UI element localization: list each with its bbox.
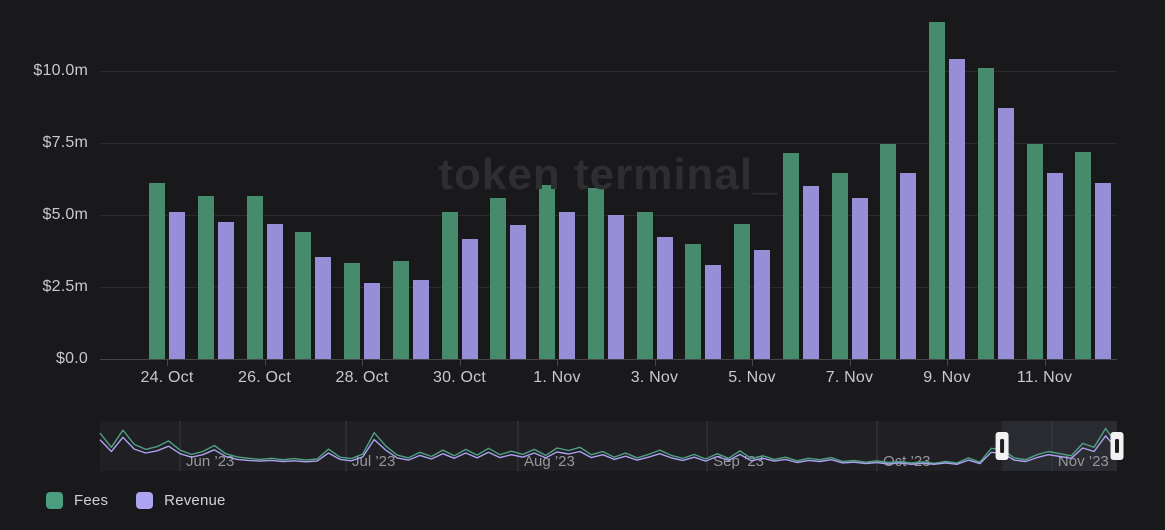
legend-item-fees[interactable]: Fees: [46, 492, 108, 509]
bar-revenue-28-oct[interactable]: [364, 282, 380, 359]
revenue-swatch-icon: [136, 492, 154, 509]
bar-revenue-4-nov[interactable]: [705, 265, 722, 359]
x-axis-label: 28. Oct: [335, 369, 389, 386]
bar-revenue-24-oct[interactable]: [169, 212, 185, 359]
bar-fees-26-oct[interactable]: [246, 196, 263, 359]
navigator[interactable]: Jun ’23 Jul ’23 Aug ’23 Sep ’23 Oct ’23 Nov ’…: [99, 421, 1124, 471]
navigator-line-fees: [99, 427, 1118, 464]
bar-revenue-30-oct[interactable]: [461, 239, 478, 359]
bar-fees-3-nov[interactable]: [636, 212, 653, 359]
bar-fees-7-nov[interactable]: [831, 173, 848, 359]
x-axis-tick: [264, 360, 266, 366]
bar-revenue-2-nov[interactable]: [607, 215, 624, 359]
bar-fees-25-oct[interactable]: [197, 196, 214, 359]
legend: Fees Revenue: [46, 492, 226, 509]
bar-revenue-26-oct[interactable]: [266, 223, 283, 359]
x-axis-tick: [362, 360, 363, 366]
navigator-month-label: Nov ’23: [1058, 453, 1109, 470]
x-axis-tick: [654, 360, 656, 366]
fees-swatch-icon: [46, 492, 63, 509]
x-axis-tick: [947, 360, 948, 366]
navigator-line-revenue: [99, 435, 1118, 465]
bar-fees-28-oct[interactable]: [344, 262, 360, 359]
navigator-handle-right-grip-icon: [1115, 439, 1119, 453]
x-axis-tick: [849, 360, 851, 366]
x-axis-label: 30. Oct: [433, 369, 486, 386]
bar-revenue-10-nov[interactable]: [997, 108, 1014, 359]
bar-revenue-1-nov[interactable]: [559, 212, 575, 359]
bar-fees-8-nov[interactable]: [880, 144, 897, 359]
bar-revenue-3-nov[interactable]: [656, 236, 673, 359]
bar-revenue-31-oct[interactable]: [510, 225, 527, 359]
bar-fees-6-nov[interactable]: [782, 153, 799, 359]
y-axis-label: $2.5m: [42, 278, 88, 295]
bar-fees-24-oct[interactable]: [149, 183, 165, 359]
gridline-$7.5m: [100, 143, 1117, 144]
x-axis-label: 26. Oct: [238, 369, 291, 386]
legend-label-revenue: Revenue: [164, 492, 226, 509]
bar-fees-12-nov[interactable]: [1075, 151, 1092, 359]
legend-label-fees: Fees: [74, 492, 109, 509]
y-axis-label: $7.5m: [42, 134, 88, 151]
navigator-background[interactable]: [100, 421, 1117, 471]
bar-fees-30-oct[interactable]: [441, 212, 458, 359]
bar-revenue-8-nov[interactable]: [900, 173, 917, 359]
navigator-month-label: Jun ’23: [186, 453, 234, 470]
x-axis-label: 9. Nov: [923, 369, 971, 386]
bar-fees-29-oct[interactable]: [392, 261, 409, 359]
x-axis-line: [100, 359, 1117, 360]
x-axis-tick: [459, 360, 461, 366]
bar-fees-1-nov[interactable]: [539, 184, 555, 359]
x-axis-tick: [1044, 360, 1046, 366]
bar-revenue-29-oct[interactable]: [412, 279, 429, 359]
legend-item-revenue[interactable]: Revenue: [136, 492, 225, 509]
bar-revenue-25-oct[interactable]: [217, 222, 234, 359]
bar-revenue-9-nov[interactable]: [949, 59, 965, 359]
bar-revenue-12-nov[interactable]: [1095, 183, 1112, 359]
bar-revenue-11-nov[interactable]: [1046, 173, 1063, 359]
bar-fees-2-nov[interactable]: [587, 187, 604, 359]
y-axis-label: $10.0m: [33, 62, 88, 79]
navigator-handle-left-grip-icon: [1000, 439, 1005, 453]
x-axis-tick: [752, 360, 753, 366]
bar-revenue-6-nov[interactable]: [802, 186, 819, 359]
gridline-$10.0m: [100, 71, 1117, 72]
y-axis-label: $0.0: [56, 350, 88, 367]
bar-fees-11-nov[interactable]: [1026, 144, 1043, 359]
x-axis-label: 5. Nov: [728, 369, 776, 386]
x-axis-label: 1. Nov: [533, 369, 581, 386]
bar-revenue-27-oct[interactable]: [315, 256, 332, 359]
y-axis-label: $5.0m: [42, 206, 88, 223]
x-axis-tick: [557, 360, 558, 366]
bar-fees-10-nov[interactable]: [977, 68, 994, 359]
x-axis-label: 11. Nov: [1016, 369, 1073, 386]
bar-fees-5-nov[interactable]: [734, 223, 750, 359]
bar-fees-4-nov[interactable]: [685, 243, 702, 359]
watermark: token terminal_: [438, 150, 779, 199]
x-axis-label: 3. Nov: [630, 369, 679, 386]
x-axis-label: 24. Oct: [140, 369, 194, 386]
navigator-month-label: Aug ’23: [524, 453, 575, 470]
bar-fees-9-nov[interactable]: [929, 22, 945, 359]
bar-fees-31-oct[interactable]: [490, 197, 507, 359]
x-axis-label: 7. Nov: [825, 369, 874, 386]
bar-fees-27-oct[interactable]: [295, 232, 312, 359]
navigator-month-label: Oct ’23: [883, 453, 931, 470]
bar-revenue-5-nov[interactable]: [754, 249, 770, 359]
x-axis-tick: [167, 360, 168, 366]
bar-revenue-7-nov[interactable]: [851, 197, 868, 359]
